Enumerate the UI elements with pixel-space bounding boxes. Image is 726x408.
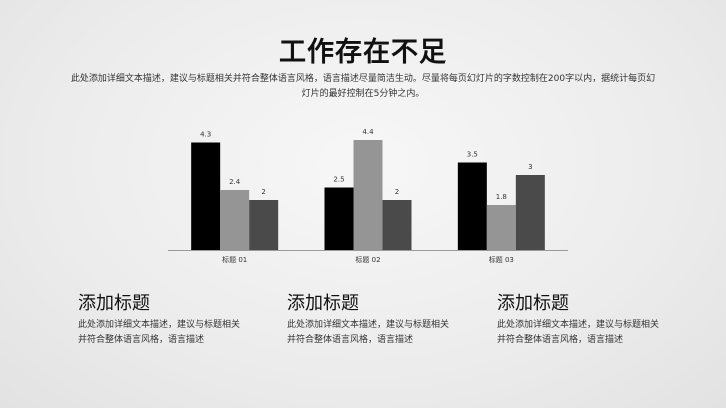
bar <box>249 200 279 250</box>
data-label: 2 <box>395 188 399 196</box>
data-label: 1.8 <box>496 193 507 201</box>
data-label: 4.4 <box>362 128 374 136</box>
bar <box>486 205 516 250</box>
data-label: 3.5 <box>467 151 478 159</box>
data-label: 4.3 <box>200 131 211 139</box>
column-title: 添加标题 <box>497 293 569 314</box>
category-label: 标题 02 <box>355 255 380 264</box>
category-label: 标题 03 <box>489 255 514 264</box>
slide-subtitle: 此处添加详细文本描述，建议与标题相关并符合整体语言风格，语言描述尽量简洁生动。尽… <box>70 74 656 99</box>
column-body: 此处添加详细文本描述，建议与标题相关并符合整体语言风格，语言描述 <box>78 320 241 345</box>
category-label: 标题 01 <box>222 255 247 264</box>
data-label: 2 <box>261 188 265 196</box>
bar <box>353 140 383 250</box>
bar <box>457 162 487 250</box>
text-column-1: 添加标题 此处添加详细文本描述，建议与标题相关并符合整体语言风格，语言描述 <box>78 292 248 348</box>
text-column-2: 添加标题 此处添加详细文本描述，建议与标题相关并符合整体语言风格，语言描述 <box>287 292 457 348</box>
data-label: 2.4 <box>229 178 241 186</box>
bar <box>515 175 545 250</box>
bar <box>324 187 354 250</box>
data-label: 3 <box>528 163 532 171</box>
column-body: 此处添加详细文本描述，建议与标题相关并符合整体语言风格，语言描述 <box>287 320 450 345</box>
bar <box>220 190 250 250</box>
column-title: 添加标题 <box>78 293 150 314</box>
text-column-3: 添加标题 此处添加详细文本描述，建议与标题相关并符合整体语言风格，语言描述 <box>497 292 667 348</box>
column-body: 此处添加详细文本描述，建议与标题相关并符合整体语言风格，语言描述 <box>497 320 660 345</box>
bar <box>382 200 412 250</box>
slide-title: 工作存在不足 <box>279 37 447 68</box>
bar <box>191 142 221 250</box>
column-title: 添加标题 <box>287 293 359 314</box>
data-label: 2.5 <box>333 176 344 184</box>
